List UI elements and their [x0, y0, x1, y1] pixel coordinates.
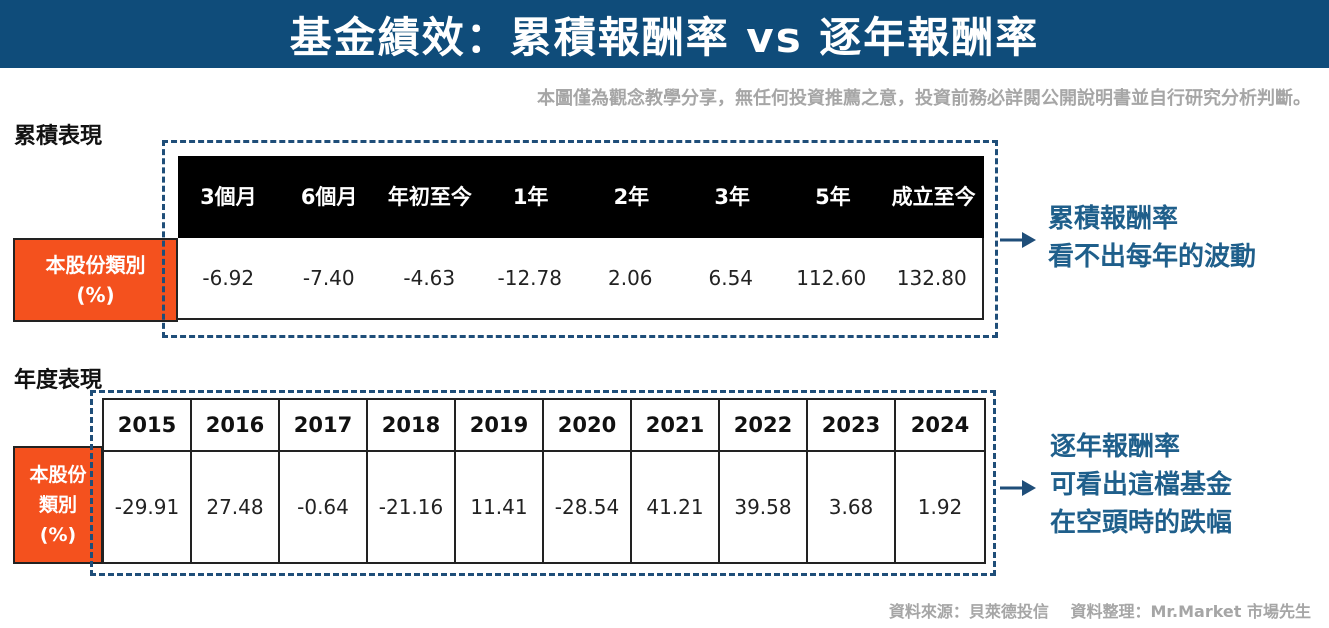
annual-year-2021: 2021	[632, 400, 720, 452]
cumulative-callout-line1: 累積報酬率	[1048, 204, 1179, 234]
cumulative-header-5y: 5年	[815, 185, 851, 209]
cumulative-value-inception: 132.80	[896, 266, 967, 290]
arrow-right-icon	[1000, 232, 1036, 248]
annual-year-2024: 2024	[896, 400, 984, 452]
cumulative-highlight-box	[162, 140, 998, 338]
cumulative-header-ytd: 年初至今	[387, 185, 472, 209]
cumulative-header-row: 3個月 6個月 年初至今 1年 2年 3年 5年 成立至今	[178, 156, 984, 238]
annual-year-2015: 2015	[104, 400, 192, 452]
cumulative-value-2y: 2.06	[607, 266, 653, 290]
cumulative-header-inception: 成立至今	[891, 185, 976, 209]
annual-year-2019: 2019	[456, 400, 544, 452]
annual-callout: 逐年報酬率 可看出這檔基金 在空頭時的跌幅	[1050, 428, 1232, 542]
title-banner: 基金績效：累積報酬率 vs 逐年報酬率	[0, 0, 1329, 68]
annual-value-2023: 3.68	[808, 452, 896, 562]
annual-highlight-box	[90, 390, 996, 576]
annual-callout-line2: 可看出這檔基金	[1050, 470, 1233, 500]
cumulative-callout-line2: 看不出每年的波動	[1048, 242, 1257, 272]
annual-section-label: 年度表現	[14, 368, 103, 393]
cumulative-value-6m: -7.40	[302, 266, 355, 290]
annual-value-2022: 39.58	[720, 452, 808, 562]
source-credit: 資料來源：貝萊德投信 資料整理：Mr.Market 市場先生	[888, 602, 1311, 621]
annual-year-2020: 2020	[544, 400, 632, 452]
annual-value-2016: 27.48	[192, 452, 280, 562]
annual-row-label-line2: 類別	[38, 494, 77, 516]
cumulative-header-1y: 1年	[512, 185, 549, 209]
annual-value-2024: 1.92	[917, 495, 963, 519]
annual-year-2017: 2017	[280, 400, 368, 452]
cumulative-callout: 累積報酬率 看不出每年的波動	[1048, 200, 1256, 276]
cumulative-row-label-line2: (%)	[76, 283, 115, 307]
annual-table: 2015 2016 2017 2018 2019 2020 2021 2022 …	[102, 398, 986, 564]
arrow-right-icon	[1000, 480, 1036, 496]
annual-value-2021: 41.21	[632, 452, 720, 562]
annual-row-label: 本股份 類別 (%)	[13, 446, 103, 564]
cumulative-header-3m: 3個月	[200, 185, 257, 209]
cumulative-header-3y: 3年	[714, 185, 750, 209]
annual-year-2016: 2016	[192, 400, 280, 452]
annual-value-2020: -28.54	[544, 452, 632, 562]
annual-year-2018: 2018	[368, 400, 456, 452]
cumulative-header-2y: 2年	[613, 185, 650, 209]
disclaimer-text: 本圖僅為觀念教學分享，無任何投資推薦之意，投資前務必詳閱公開說明書並自行研究分析…	[537, 88, 1311, 109]
cumulative-value-3y: 6.54	[708, 266, 754, 290]
page-title: 基金績效：累積報酬率 vs 逐年報酬率	[289, 12, 1040, 62]
cumulative-value-1y: -12.78	[497, 266, 562, 290]
annual-row-label-line3: (%)	[39, 524, 77, 546]
cumulative-value-ytd: -4.63	[403, 266, 456, 290]
cumulative-section-label: 累積表現	[14, 124, 103, 149]
annual-row-label-line1: 本股份	[29, 464, 87, 486]
annual-value-2015: -29.91	[104, 452, 192, 562]
cumulative-header-6m: 6個月	[300, 185, 358, 209]
annual-value-2018: -21.16	[368, 452, 456, 562]
cumulative-row-label: 本股份類別 (%)	[13, 238, 178, 322]
cumulative-value-3m: -6.92	[202, 266, 255, 290]
annual-year-2023: 2023	[808, 400, 896, 452]
annual-year-2022: 2022	[720, 400, 808, 452]
annual-callout-line1: 逐年報酬率	[1050, 432, 1181, 462]
annual-value-2019: 11.41	[456, 452, 544, 562]
annual-value-2017: -0.64	[280, 452, 368, 562]
cumulative-row-label-line1: 本股份類別	[45, 253, 146, 277]
cumulative-value-row: -6.92 -7.40 -4.63 -12.78 2.06 6.54 112.6…	[178, 238, 984, 320]
cumulative-value-5y: 112.60	[796, 266, 867, 290]
annual-callout-line3: 在空頭時的跌幅	[1050, 508, 1233, 538]
